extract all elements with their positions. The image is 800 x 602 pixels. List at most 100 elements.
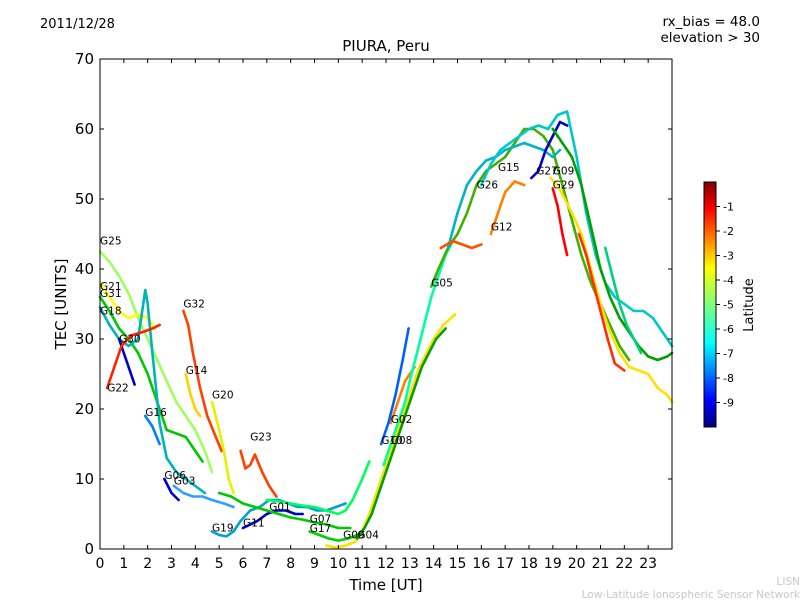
parameters-box: rx_bias = 48.0 elevation > 30 — [660, 14, 760, 46]
data-point — [489, 162, 493, 166]
data-point — [165, 379, 168, 383]
data-point — [396, 428, 400, 432]
series-label-g29: G29 — [553, 180, 575, 192]
data-point — [542, 148, 545, 152]
series-label-g31: G31 — [100, 288, 122, 300]
data-point — [191, 351, 195, 355]
data-point — [144, 288, 147, 292]
data-point — [241, 526, 245, 530]
data-point — [229, 495, 233, 498]
x-tick-label: 6 — [239, 556, 248, 572]
colorbar-tick-label: -1 — [723, 201, 734, 214]
data-point — [265, 498, 268, 502]
data-point — [117, 274, 121, 278]
data-point — [639, 351, 643, 355]
x-tick-label: 12 — [377, 556, 395, 572]
data-point — [551, 134, 554, 138]
data-point — [313, 505, 316, 509]
data-point — [108, 309, 111, 313]
data-point — [513, 141, 516, 145]
colorbar-tick-label: -3 — [723, 250, 734, 263]
data-point — [227, 477, 230, 481]
data-point — [318, 533, 321, 537]
data-point — [439, 246, 442, 250]
series-label-g25: G25 — [100, 236, 122, 248]
data-point — [613, 295, 616, 299]
data-point — [327, 537, 330, 540]
data-point — [308, 530, 311, 533]
y-tick-label: 60 — [75, 120, 94, 138]
data-point — [265, 512, 268, 516]
data-point — [158, 323, 161, 327]
series-label-g09: G09 — [343, 530, 365, 542]
data-point — [198, 386, 202, 390]
data-point — [444, 327, 447, 330]
series-label-g04: G04 — [357, 530, 379, 542]
series-label-g21: G21 — [100, 281, 122, 293]
data-point — [175, 400, 178, 404]
colorbar-tick-label: -2 — [723, 225, 734, 238]
data-point — [389, 449, 392, 453]
data-point — [403, 379, 407, 383]
data-point — [475, 169, 478, 173]
data-point — [108, 323, 111, 327]
data-point — [334, 505, 338, 509]
series-line-unlabeled — [604, 246, 643, 355]
data-point — [301, 512, 304, 516]
series-line-unlabeled — [551, 127, 674, 362]
data-point — [182, 309, 185, 313]
data-point — [608, 330, 612, 334]
data-point — [165, 428, 168, 432]
data-point — [403, 407, 407, 411]
data-point — [570, 211, 574, 215]
data-point — [222, 449, 226, 453]
data-point — [133, 383, 136, 386]
x-tick-label: 7 — [262, 556, 271, 572]
data-point — [194, 449, 197, 453]
x-tick-label: 1 — [119, 556, 128, 572]
data-point — [599, 309, 602, 313]
series-label-g05: G05 — [431, 278, 453, 290]
data-point — [527, 127, 531, 131]
data-point — [418, 365, 421, 369]
series-label-g18: G18 — [100, 306, 122, 318]
x-tick-label: 23 — [639, 556, 657, 572]
data-point — [642, 309, 645, 313]
x-tick-label: 22 — [615, 556, 633, 572]
data-point — [315, 509, 319, 512]
x-tick-label: 3 — [167, 556, 176, 572]
data-point — [434, 337, 438, 341]
data-point — [117, 337, 121, 341]
y-tick-label: 20 — [75, 400, 94, 418]
chart-title: PIURA, Peru — [342, 37, 430, 55]
x-axis-ticks: 0 1 2 3 4 5 6 7 8 9 10 11 12 13 14 15 16 17 18 19 20 21 22 23 — [96, 59, 657, 572]
data-point — [392, 449, 395, 453]
data-point — [349, 526, 352, 530]
data-point — [518, 134, 521, 138]
x-tick-label: 15 — [449, 556, 467, 572]
series-label-g19: G19 — [212, 523, 234, 535]
data-point — [218, 428, 221, 432]
y-tick-label: 10 — [75, 470, 94, 488]
data-point — [172, 484, 176, 488]
data-point — [170, 491, 173, 495]
data-point — [184, 435, 187, 439]
data-point — [549, 176, 552, 180]
data-point — [470, 246, 473, 250]
data-point — [382, 463, 385, 467]
x-tick-label: 11 — [353, 556, 371, 572]
data-point — [370, 512, 373, 516]
footer-credit: LISN Low-Latitude Ionospheric Sensor Net… — [582, 576, 800, 602]
data-point — [523, 127, 526, 131]
data-point — [504, 155, 507, 159]
data-point — [413, 386, 416, 390]
data-point — [239, 519, 242, 523]
data-point — [113, 365, 116, 369]
data-point — [453, 313, 457, 316]
data-point — [589, 281, 593, 285]
series-line-g02 — [389, 365, 416, 425]
data-point — [580, 183, 583, 187]
series-lines — [98, 110, 674, 549]
data-point — [210, 498, 214, 502]
data-point — [606, 337, 609, 341]
